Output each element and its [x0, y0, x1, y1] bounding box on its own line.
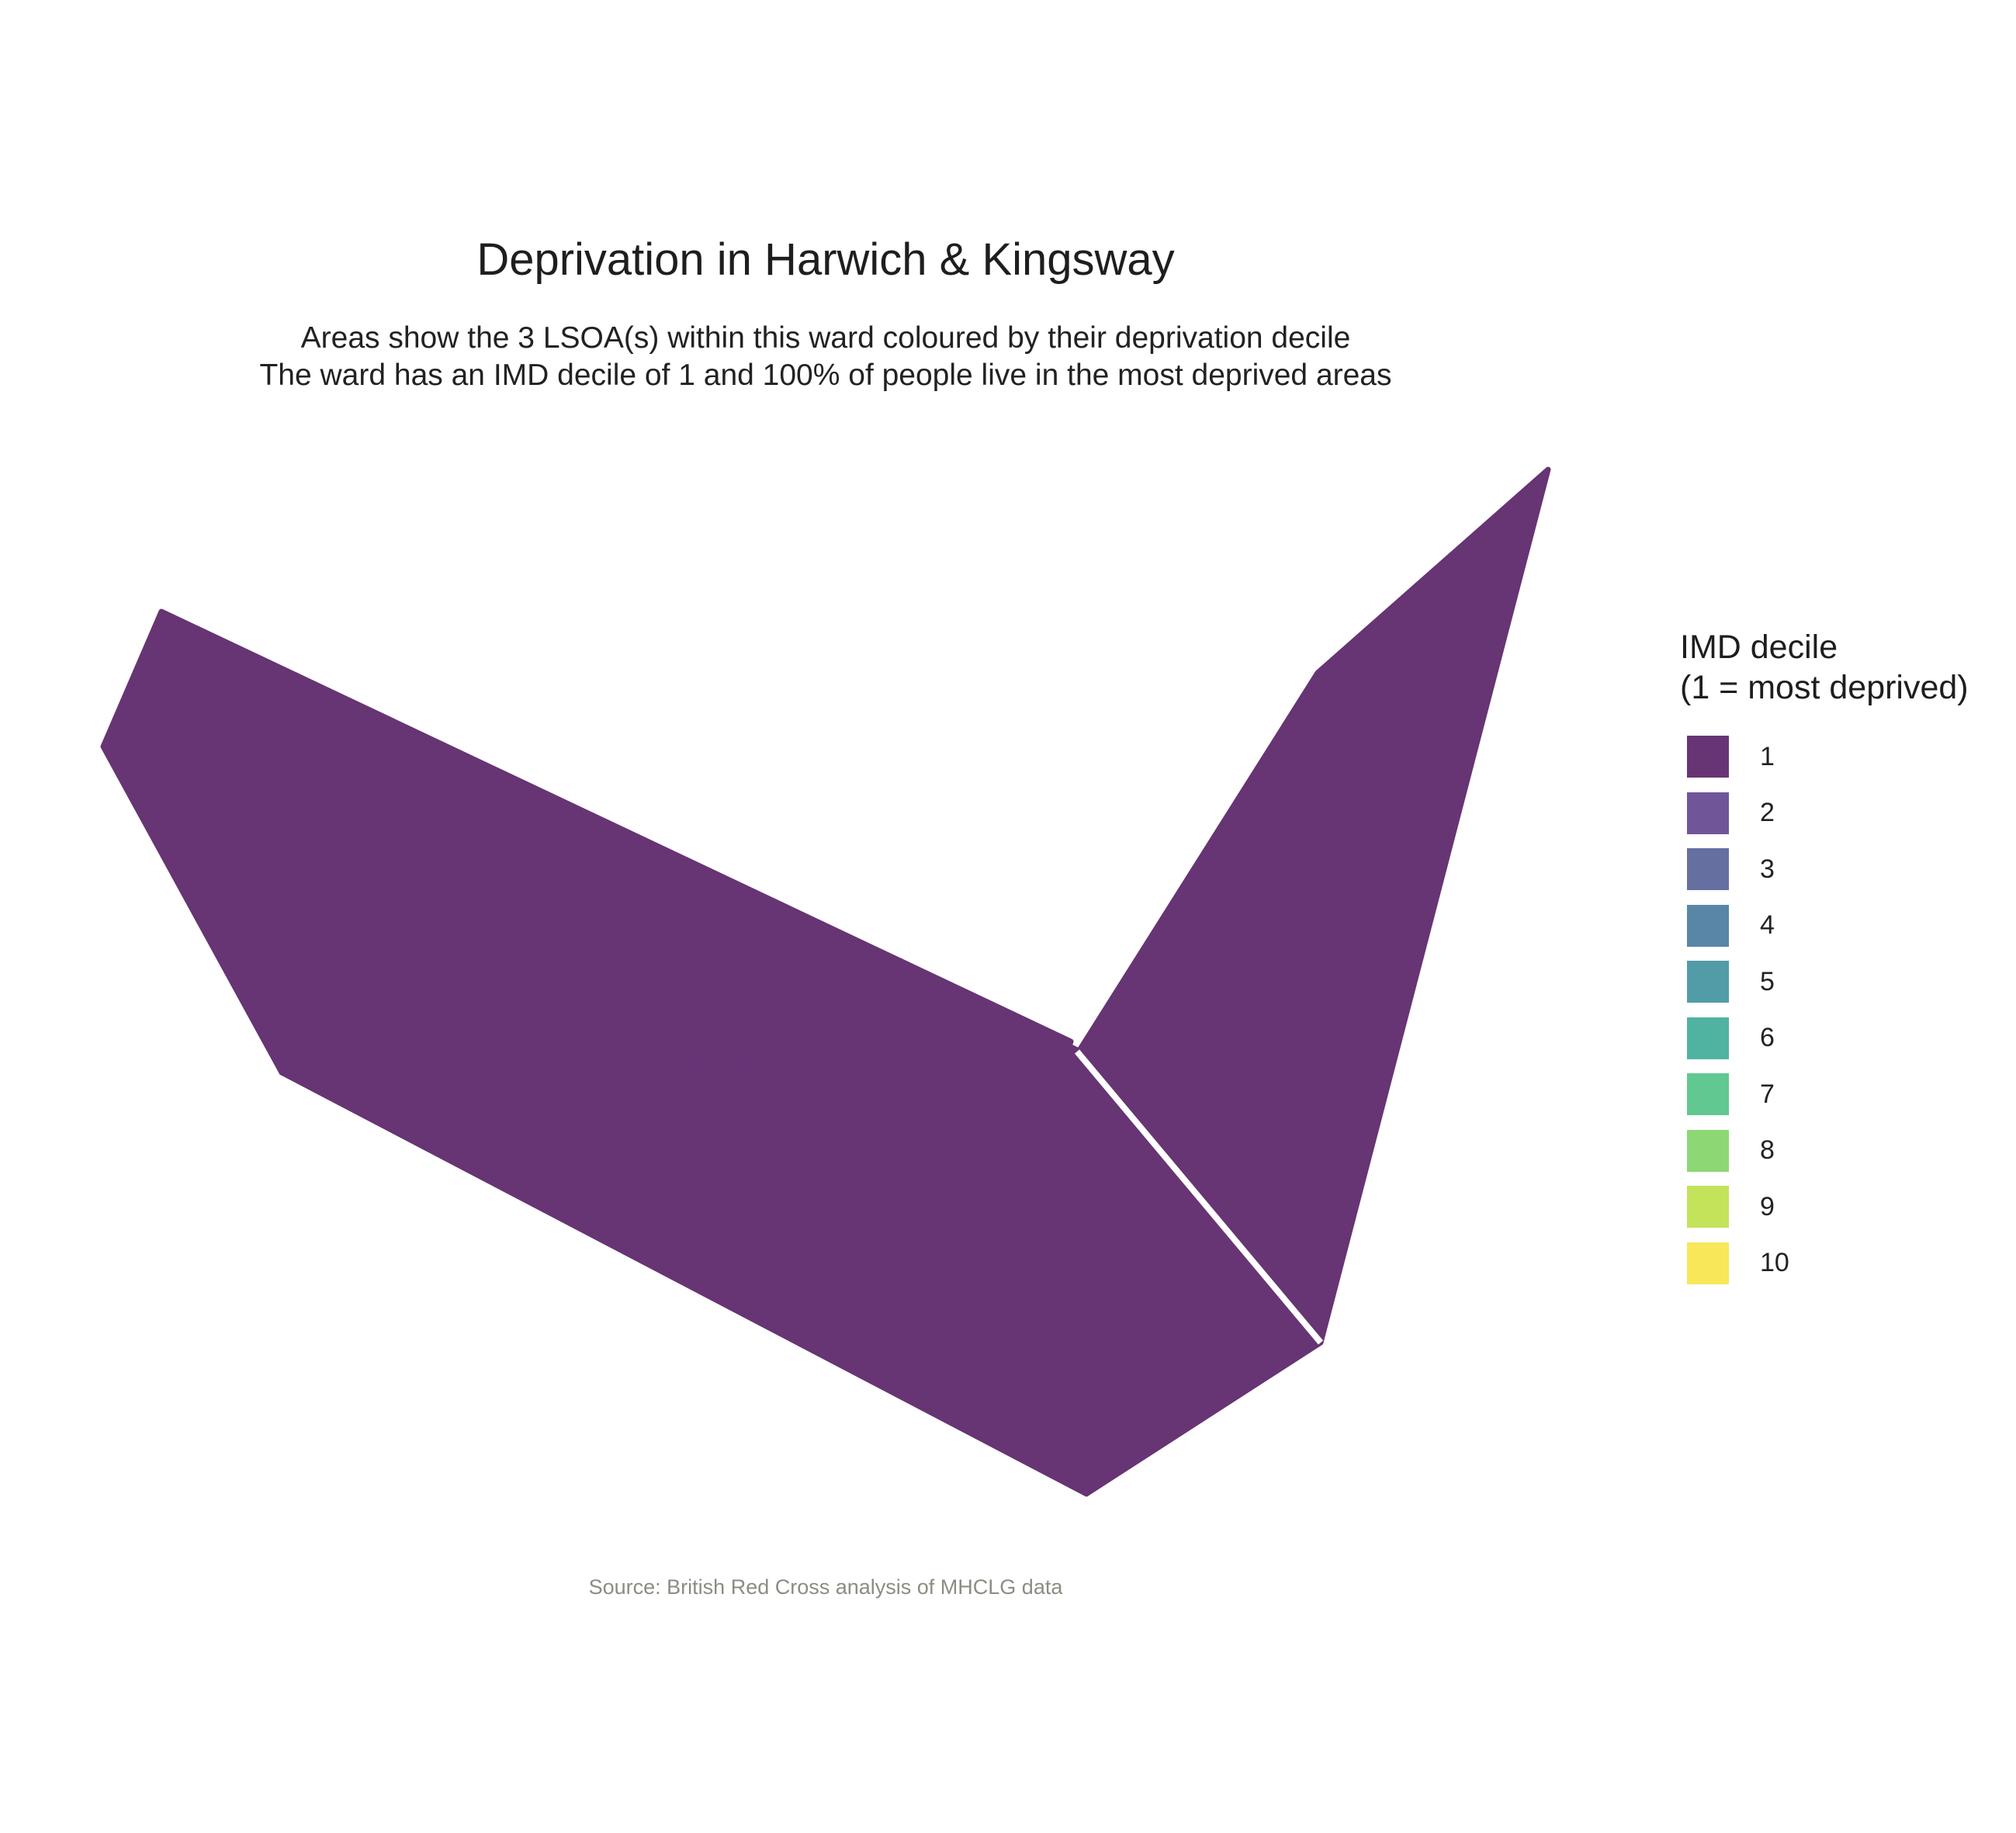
legend-item-6: 6 — [1687, 1017, 1775, 1059]
legend-swatch — [1687, 1186, 1729, 1228]
legend-label: 5 — [1760, 966, 1775, 996]
legend-label: 1 — [1760, 741, 1775, 771]
legend-item-8: 8 — [1687, 1129, 1775, 1172]
legend-item-9: 9 — [1687, 1186, 1775, 1228]
legend-title-line-1: IMD decile — [1680, 629, 1838, 666]
legend-swatch — [1687, 848, 1729, 890]
legend-swatch — [1687, 736, 1729, 778]
legend-label: 3 — [1760, 854, 1775, 884]
legend-item-2: 2 — [1687, 792, 1775, 834]
legend-label: 2 — [1760, 798, 1775, 827]
legend-title-line-2: (1 = most deprived) — [1680, 669, 1969, 706]
lsoa-boundary-line — [1074, 1049, 1324, 1345]
legend-swatch — [1687, 792, 1729, 834]
legend-item-1: 1 — [1687, 736, 1775, 778]
legend-label: 9 — [1760, 1191, 1775, 1221]
legend-swatch — [1687, 1073, 1729, 1115]
map-title: Deprivation in Harwich & Kingsway — [476, 234, 1175, 285]
legend-label: 8 — [1760, 1135, 1775, 1165]
legend-swatch — [1687, 904, 1729, 947]
lsoa-area-west — [100, 608, 1082, 1076]
map-subtitle-line-2: The ward has an IMD decile of 1 and 100%… — [259, 359, 1392, 392]
legend-label: 10 — [1760, 1248, 1789, 1277]
legend-label: 4 — [1760, 910, 1775, 940]
legend-swatch — [1687, 1129, 1729, 1172]
legend-item-7: 7 — [1687, 1073, 1775, 1115]
legend-item-3: 3 — [1687, 848, 1775, 890]
legend-item-10: 10 — [1687, 1242, 1789, 1284]
legend-swatch — [1687, 1242, 1729, 1284]
map-subtitle-line-1: Areas show the 3 LSOA(s) within this war… — [300, 321, 1351, 355]
legend-item-5: 5 — [1687, 961, 1775, 1003]
legend-label: 6 — [1760, 1023, 1775, 1052]
legend-title: IMD decile (1 = most deprived) — [1680, 627, 1969, 708]
source-caption: Source: British Red Cross analysis of MH… — [588, 1575, 1063, 1599]
legend-item-4: 4 — [1687, 904, 1775, 947]
legend-swatch — [1687, 961, 1729, 1003]
legend-label: 7 — [1760, 1079, 1775, 1109]
legend-swatch — [1687, 1017, 1729, 1059]
